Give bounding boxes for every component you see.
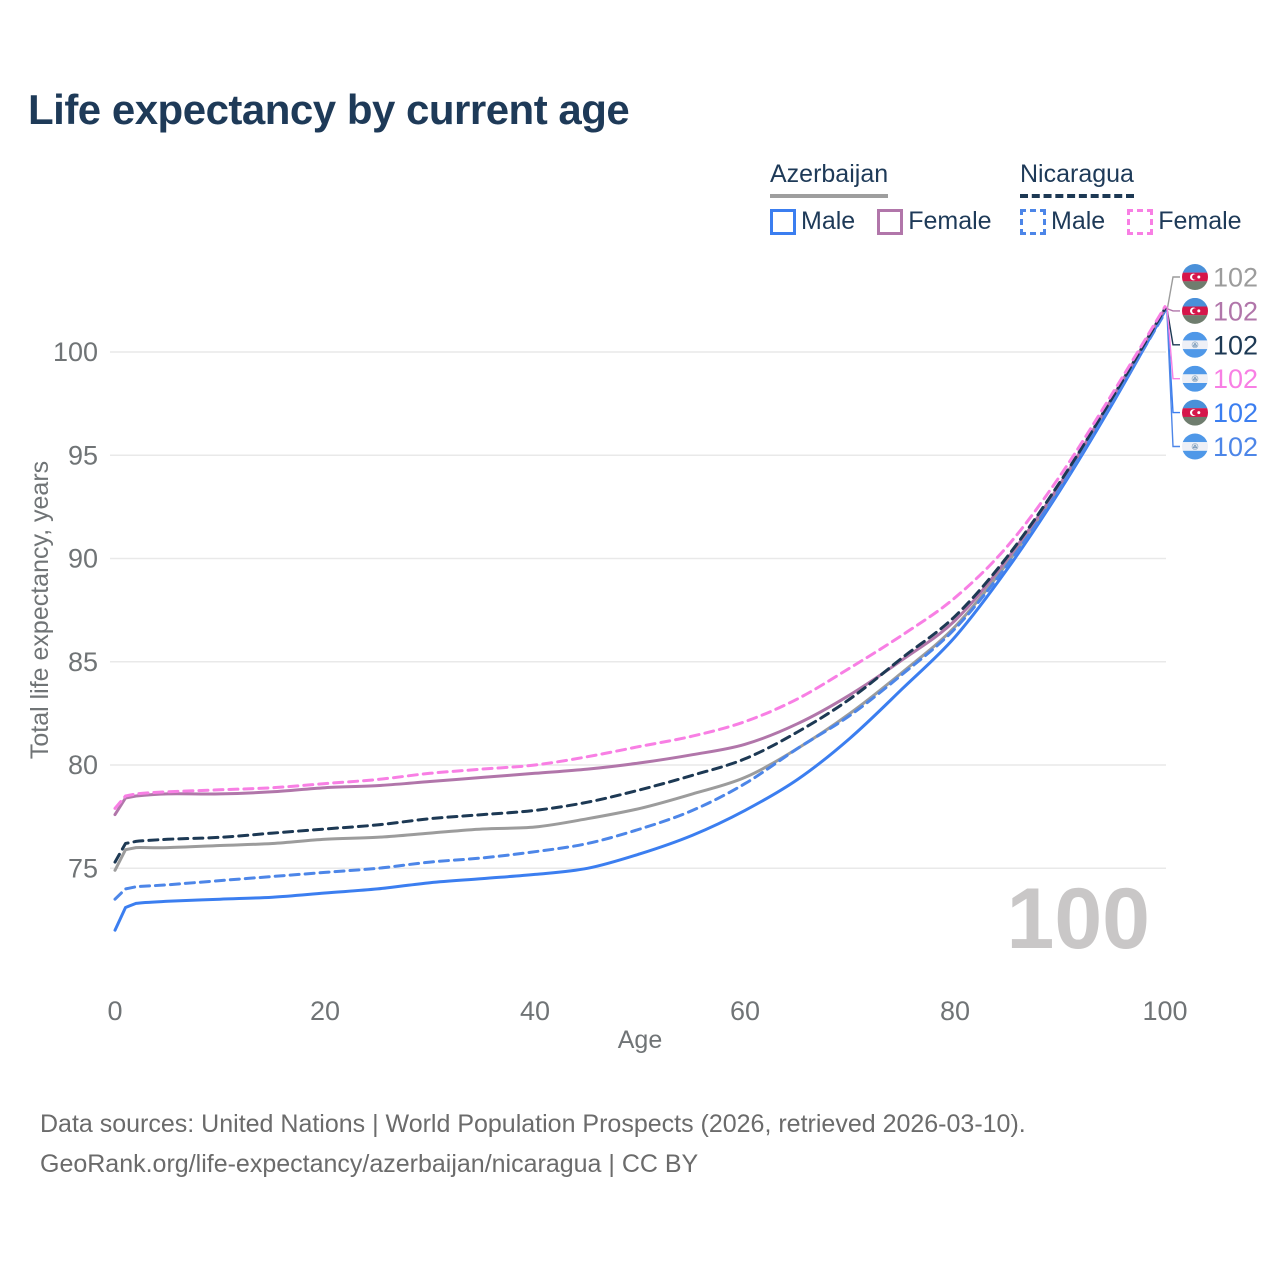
azerbaijan-flag-icon bbox=[1182, 400, 1208, 426]
nicaragua-flag-icon bbox=[1182, 434, 1208, 460]
end-label-connector-az-total bbox=[1166, 276, 1180, 311]
legend-label-nicaragua-male[interactable]: Male bbox=[1051, 207, 1106, 235]
series-lines bbox=[113, 305, 1167, 932]
end-label-value-ni-total: 102 bbox=[1213, 330, 1258, 360]
x-tick-label: 80 bbox=[940, 996, 970, 1026]
y-tick-label: 90 bbox=[68, 544, 98, 574]
x-axis-title: Age bbox=[618, 1026, 662, 1054]
nicaragua-flag-icon bbox=[1182, 366, 1208, 392]
legend-label-nicaragua-female[interactable]: Female bbox=[1158, 207, 1242, 235]
footer-data-sources: Data sources: United Nations | World Pop… bbox=[40, 1110, 1026, 1138]
footer-attribution-link[interactable]: GeoRank.org/life-expectancy/azerbaijan/n… bbox=[40, 1150, 699, 1178]
end-label-value-az-female: 102 bbox=[1213, 296, 1258, 326]
series-line-az-male[interactable] bbox=[113, 309, 1167, 932]
chart-svg: 75 80 85 90 95 100 0 20 40 60 80 100 Total life ex… bbox=[26, 263, 1258, 1055]
legend-swatch-nicaragua-male[interactable] bbox=[1020, 208, 1046, 235]
legend: Azerbaijan Male Female Nicaragua Male Fe… bbox=[0, 160, 1280, 250]
end-label-value-az-male: 102 bbox=[1213, 398, 1258, 428]
end-label-value-az-total: 102 bbox=[1213, 263, 1258, 293]
end-label-connector-ni-female bbox=[1166, 306, 1180, 380]
end-label-value-ni-male: 102 bbox=[1213, 432, 1258, 462]
x-tick-label: 100 bbox=[1142, 996, 1187, 1026]
x-tick-label: 20 bbox=[310, 996, 340, 1026]
x-tick-label: 60 bbox=[730, 996, 760, 1026]
legend-row-azerbaijan: Male Female bbox=[770, 207, 992, 236]
legend-country-azerbaijan[interactable]: Azerbaijan bbox=[770, 160, 889, 198]
end-label-connector-ni-male bbox=[1166, 312, 1180, 448]
y-tick-label: 75 bbox=[68, 853, 98, 883]
x-tick-label: 40 bbox=[520, 996, 550, 1026]
y-tick-label: 80 bbox=[68, 750, 98, 780]
end-label-connector-az-female bbox=[1166, 307, 1180, 312]
legend-country-nicaragua[interactable]: Nicaragua bbox=[1020, 160, 1134, 198]
legend-group-azerbaijan: Azerbaijan Male Female bbox=[770, 160, 992, 236]
legend-group-nicaragua: Nicaragua Male Female bbox=[1020, 160, 1242, 236]
x-tick-label: 0 bbox=[107, 996, 122, 1026]
legend-label-azerbaijan-female[interactable]: Female bbox=[908, 207, 992, 235]
y-tick-label: 95 bbox=[68, 440, 98, 470]
legend-row-nicaragua: Male Female bbox=[1020, 207, 1242, 236]
legend-swatch-azerbaijan-female[interactable] bbox=[877, 208, 904, 235]
series-line-ni-female[interactable] bbox=[113, 305, 1167, 810]
series-line-az-total[interactable] bbox=[113, 309, 1167, 872]
y-tick-label: 100 bbox=[53, 337, 98, 367]
azerbaijan-flag-icon bbox=[1182, 264, 1208, 290]
gridlines bbox=[110, 351, 1166, 870]
age-watermark: 100 bbox=[1007, 871, 1151, 967]
end-label-value-ni-female: 102 bbox=[1213, 364, 1258, 394]
x-axis-tick-labels: 0 20 40 60 80 100 bbox=[107, 996, 1187, 1026]
legend-label-azerbaijan-male[interactable]: Male bbox=[801, 207, 856, 235]
footer: Data sources: United Nations | World Pop… bbox=[40, 1104, 1026, 1184]
series-line-ni-total[interactable] bbox=[113, 307, 1167, 864]
legend-swatch-azerbaijan-male[interactable] bbox=[770, 208, 796, 235]
y-tick-label: 85 bbox=[68, 647, 98, 677]
nicaragua-flag-icon bbox=[1182, 332, 1208, 358]
page-title: Life expectancy by current age bbox=[28, 86, 630, 133]
y-axis-tick-labels: 75 80 85 90 95 100 bbox=[53, 337, 98, 883]
series-line-ni-male[interactable] bbox=[113, 311, 1167, 901]
legend-swatch-nicaragua-female[interactable] bbox=[1127, 208, 1154, 235]
end-label-connector-ni-total bbox=[1166, 308, 1180, 346]
y-axis-title: Total life expectancy, years bbox=[26, 461, 54, 759]
azerbaijan-flag-icon bbox=[1182, 298, 1208, 324]
